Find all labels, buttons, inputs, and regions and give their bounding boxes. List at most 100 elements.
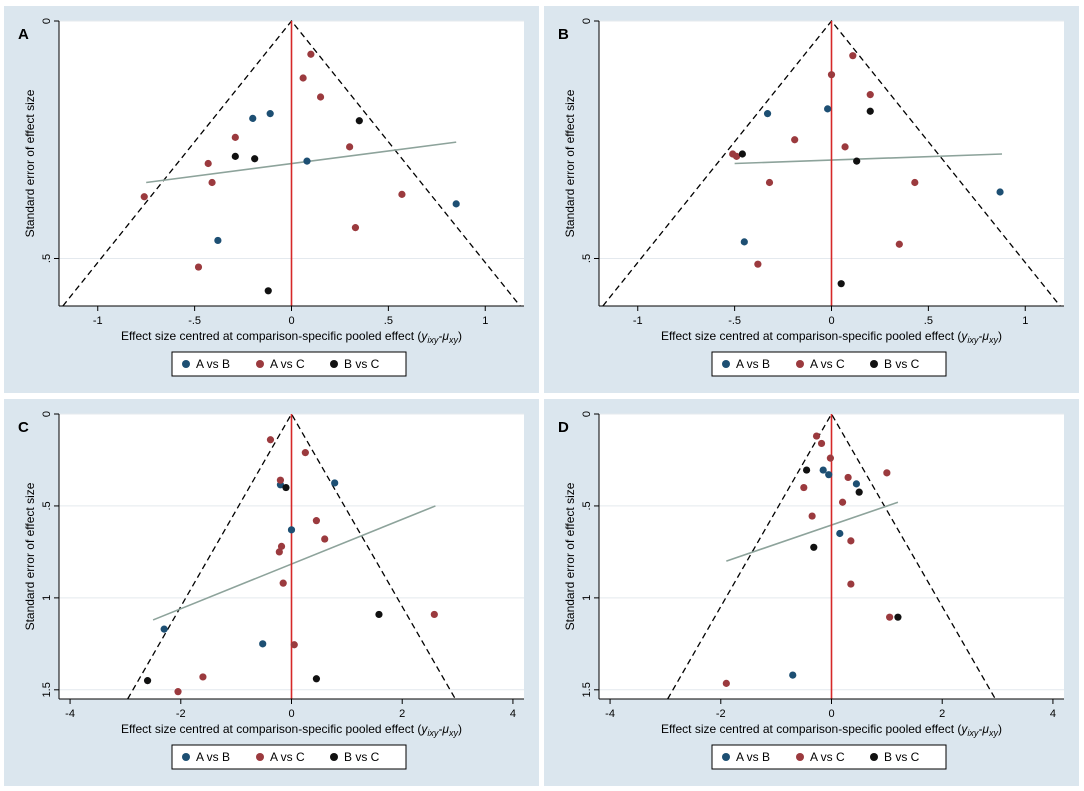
regression-line-b xyxy=(734,153,1003,165)
x-tick-label-d-3: 2 xyxy=(939,708,945,720)
legend-label-d-0: A vs B xyxy=(736,750,770,764)
point-d-a-vs-c-1 xyxy=(817,439,826,448)
point-b-a-vs-c-7 xyxy=(765,178,774,187)
point-a-a-vs-b-1 xyxy=(266,110,274,118)
x-tick-label-b-3: .5 xyxy=(924,315,933,327)
legend-marker-d-2 xyxy=(870,753,878,761)
y-tick-label-d-0: 0 xyxy=(581,411,593,417)
point-d-a-vs-c-7 xyxy=(808,512,816,520)
legend-marker-c-0 xyxy=(182,753,190,761)
point-b-b-vs-c-2 xyxy=(853,157,861,165)
point-c-a-vs-c-5 xyxy=(277,542,286,550)
x-tick-label-d-4: 4 xyxy=(1050,708,1056,720)
y-tick-label-c-3: 1.5 xyxy=(41,682,53,697)
point-d-b-vs-c-3 xyxy=(894,613,902,621)
y-axis-title-c: Standard error of effect size xyxy=(23,482,37,630)
legend-marker-b-2 xyxy=(870,360,878,368)
point-b-a-vs-c-10 xyxy=(754,260,762,268)
point-c-a-vs-b-2 xyxy=(287,526,296,534)
panel-c: -4 -2 0 2 4 0 .5 1 1.5 Standard error of effect s… xyxy=(4,399,539,786)
y-tick-label-b-0: 0 xyxy=(581,18,593,24)
y-tick-label-c-2: 1 xyxy=(41,595,53,601)
panel-label-d: D xyxy=(558,419,569,436)
point-d-a-vs-c-2 xyxy=(826,454,834,462)
point-c-a-vs-b-4 xyxy=(259,640,267,648)
point-a-a-vs-c-9 xyxy=(351,224,360,232)
point-a-a-vs-c-8 xyxy=(398,190,406,198)
x-tick-label-d-1: -2 xyxy=(716,708,726,720)
point-d-a-vs-b-3 xyxy=(836,529,844,538)
point-d-a-vs-b-1 xyxy=(825,471,833,479)
legend-label-a-1: A vs C xyxy=(270,357,305,371)
y-tick-label-c-0: 0 xyxy=(41,411,53,417)
point-a-a-vs-c-10 xyxy=(194,263,203,271)
point-b-a-vs-c-1 xyxy=(827,71,836,79)
point-c-a-vs-c-3 xyxy=(312,517,321,525)
panel-a: -1 -.5 0 .5 1 0 .5 Standard error of effect siz… xyxy=(4,6,539,393)
point-b-a-vs-c-6 xyxy=(729,150,737,158)
legend-marker-c-1 xyxy=(256,753,264,761)
legend-box-a xyxy=(171,351,407,377)
legend-box-d xyxy=(711,744,947,770)
x-tick-label-b-0: -1 xyxy=(633,315,643,327)
x-tick-label-a-3: .5 xyxy=(384,315,393,327)
legend-marker-c-2 xyxy=(330,753,338,761)
legend-marker-a-2 xyxy=(330,360,338,368)
x-tick-label-a-4: 1 xyxy=(482,315,488,327)
point-a-a-vs-c-5 xyxy=(204,159,212,168)
point-a-a-vs-c-7 xyxy=(140,193,148,201)
legend-marker-d-0 xyxy=(722,753,730,761)
point-a-a-vs-c-0 xyxy=(307,50,315,58)
legend-label-d-1: A vs C xyxy=(810,750,845,764)
point-b-a-vs-c-8 xyxy=(911,178,919,187)
point-c-a-vs-c-6 xyxy=(275,548,283,556)
legend-label-a-2: B vs C xyxy=(344,357,380,371)
point-b-a-vs-b-1 xyxy=(824,105,832,113)
y-tick-label-c-1: .5 xyxy=(41,501,53,510)
legend-label-b-2: B vs C xyxy=(884,357,920,371)
point-d-a-vs-c-3 xyxy=(883,469,891,477)
legend-marker-d-1 xyxy=(796,753,804,761)
point-a-a-vs-c-1 xyxy=(299,74,307,82)
panel-label-c: C xyxy=(18,419,29,436)
funnel-plot-a: -1 -.5 0 .5 1 0 .5 Standard error of effect siz… xyxy=(18,18,524,377)
point-d-b-vs-c-1 xyxy=(855,488,863,496)
legend-box-c xyxy=(171,744,407,770)
point-a-a-vs-c-3 xyxy=(231,133,239,141)
x-tick-label-c-3: 2 xyxy=(399,708,405,720)
x-tick-label-b-2: 0 xyxy=(828,315,834,327)
point-c-a-vs-c-11 xyxy=(174,688,182,696)
point-d-b-vs-c-0 xyxy=(802,466,811,474)
point-d-a-vs-c-8 xyxy=(847,537,855,545)
point-c-b-vs-c-3 xyxy=(312,675,321,683)
funnel-plot-d: -4 -2 0 2 4 0 .5 1 1.5 Standard error of effect s… xyxy=(558,411,1064,770)
y-tick-label-d-1: .5 xyxy=(581,501,593,510)
y-axis-title-b: Standard error of effect size xyxy=(563,89,577,237)
point-a-a-vs-c-2 xyxy=(316,93,325,101)
legend-marker-b-1 xyxy=(796,360,804,368)
point-c-a-vs-c-8 xyxy=(430,610,438,619)
point-d-b-vs-c-2 xyxy=(810,543,818,551)
legend-label-c-1: A vs C xyxy=(270,750,305,764)
point-a-a-vs-c-4 xyxy=(346,143,354,151)
point-c-b-vs-c-2 xyxy=(143,677,152,685)
x-tick-label-d-2: 0 xyxy=(828,708,834,720)
x-axis-title-d: Effect size centred at comparison-specif… xyxy=(661,722,1002,738)
legend-marker-b-0 xyxy=(722,360,730,368)
point-c-a-vs-c-7 xyxy=(279,579,287,587)
point-d-a-vs-c-9 xyxy=(847,580,855,588)
point-a-a-vs-c-6 xyxy=(208,178,216,187)
point-a-a-vs-b-2 xyxy=(303,157,311,165)
point-d-a-vs-c-0 xyxy=(812,432,821,440)
point-a-b-vs-c-2 xyxy=(251,155,259,163)
point-a-a-vs-b-3 xyxy=(452,200,460,208)
point-d-a-vs-c-4 xyxy=(844,473,852,482)
x-axis-title-c: Effect size centred at comparison-specif… xyxy=(121,722,462,738)
x-tick-label-a-1: -.5 xyxy=(188,315,201,327)
panel-b: -1 -.5 0 .5 1 0 .5 Standard error of effect siz… xyxy=(544,6,1079,393)
point-b-a-vs-c-2 xyxy=(866,91,874,99)
point-b-b-vs-c-3 xyxy=(837,280,845,288)
point-c-a-vs-c-2 xyxy=(276,476,285,484)
legend-label-d-2: B vs C xyxy=(884,750,920,764)
